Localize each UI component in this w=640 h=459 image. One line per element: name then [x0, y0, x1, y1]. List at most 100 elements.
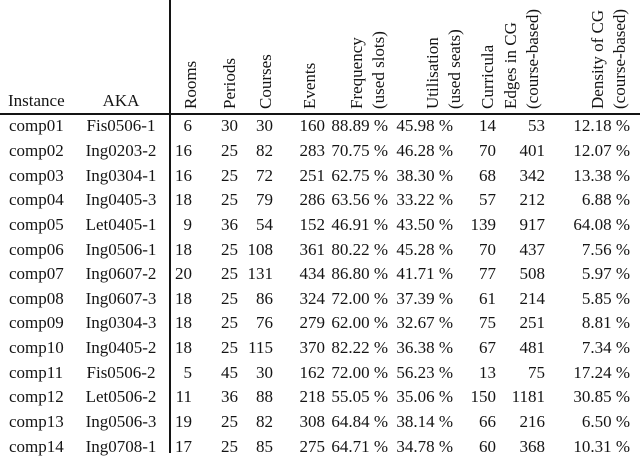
cell-frequency: 86.80 % [331, 264, 388, 284]
cell-aka: Ing0304-1 [85, 165, 157, 185]
col-header-line: Edges in CG [501, 22, 520, 109]
table-row: comp09 Ing0304-3 18 25 76 279 62.00 % 32… [0, 311, 640, 336]
cell-edges: 508 [519, 264, 546, 284]
cell-events: 152 [299, 214, 326, 234]
cell-periods: 30 [221, 116, 238, 136]
cell-edges: 342 [519, 165, 546, 185]
cell-edges: 481 [519, 338, 546, 358]
cell-instance: comp02 [9, 140, 64, 160]
cell-frequency: 55.05 % [331, 387, 388, 407]
table-row: comp01 Fis0506-1 6 30 30 160 88.89 % 45.… [0, 114, 640, 139]
cell-curricula: 77 [479, 264, 496, 284]
cell-utilisation: 36.38 % [396, 338, 453, 358]
cell-rooms: 18 [175, 190, 192, 210]
cell-events: 283 [299, 140, 326, 160]
cell-rooms: 18 [175, 288, 192, 308]
cell-edges: 251 [519, 313, 546, 333]
cell-rooms: 16 [175, 165, 192, 185]
cell-density: 17.24 % [573, 362, 630, 382]
table-row: comp12 Let0506-2 11 36 88 218 55.05 % 35… [0, 385, 640, 410]
cell-aka: Ing0506-3 [85, 412, 157, 432]
col-header-periods: Periods [219, 58, 241, 109]
cell-periods: 25 [221, 264, 238, 284]
cell-curricula: 70 [479, 239, 496, 259]
cell-periods: 25 [221, 140, 238, 160]
cell-utilisation: 34.78 % [396, 436, 453, 456]
cell-density: 5.85 % [581, 288, 630, 308]
cell-aka: Ing0708-1 [85, 436, 157, 456]
cell-edges: 401 [519, 140, 546, 160]
cell-events: 434 [299, 264, 326, 284]
cell-edges: 917 [519, 214, 546, 234]
cell-aka: Let0405-1 [85, 214, 157, 234]
cell-aka: Fis0506-1 [86, 116, 156, 136]
table-row: comp10 Ing0405-2 18 25 115 370 82.22 % 3… [0, 336, 640, 361]
cell-density: 12.07 % [573, 140, 630, 160]
cell-edges: 212 [519, 190, 546, 210]
cell-edges: 75 [528, 362, 545, 382]
col-header-line: (used seats) [445, 29, 464, 109]
cell-aka: Ing0203-2 [85, 140, 157, 160]
cell-aka: Ing0405-2 [85, 338, 157, 358]
cell-utilisation: 38.14 % [396, 412, 453, 432]
cell-events: 162 [299, 362, 326, 382]
col-header-line: Density of CG [588, 9, 607, 109]
col-header-frequency: Frequency (used slots) [346, 31, 390, 109]
cell-instance: comp07 [9, 264, 64, 284]
table-row: comp06 Ing0506-1 18 25 108 361 80.22 % 4… [0, 237, 640, 262]
cell-periods: 25 [221, 165, 238, 185]
cell-events: 361 [299, 239, 326, 259]
table-row: comp04 Ing0405-3 18 25 79 286 63.56 % 33… [0, 188, 640, 213]
cell-periods: 25 [221, 239, 238, 259]
cell-courses: 76 [256, 313, 273, 333]
col-header-utilisation: Utilisation (used seats) [422, 29, 466, 109]
col-header-line: Periods [220, 58, 239, 109]
cell-courses: 72 [256, 165, 273, 185]
cell-periods: 25 [221, 288, 238, 308]
cell-rooms: 9 [183, 214, 193, 234]
cell-curricula: 14 [479, 116, 496, 136]
cell-instance: comp06 [9, 239, 64, 259]
cell-frequency: 64.71 % [331, 436, 388, 456]
cell-frequency: 46.91 % [331, 214, 388, 234]
cell-frequency: 70.75 % [331, 140, 388, 160]
cell-courses: 85 [256, 436, 273, 456]
cell-density: 64.08 % [573, 214, 630, 234]
cell-rooms: 6 [183, 116, 193, 136]
cell-aka: Ing0607-3 [85, 288, 157, 308]
cell-periods: 25 [221, 190, 238, 210]
cell-utilisation: 32.67 % [396, 313, 453, 333]
cell-events: 308 [299, 412, 326, 432]
col-header-line: Utilisation [423, 37, 442, 109]
cell-rooms: 18 [175, 338, 192, 358]
cell-curricula: 68 [479, 165, 496, 185]
col-header-instance: Instance [8, 91, 65, 110]
cell-periods: 25 [221, 436, 238, 456]
col-header-rooms: Rooms [180, 61, 202, 109]
cell-edges: 216 [519, 412, 546, 432]
cell-frequency: 82.22 % [331, 338, 388, 358]
cell-density: 6.88 % [581, 190, 630, 210]
cell-rooms: 18 [175, 313, 192, 333]
cell-utilisation: 41.71 % [396, 264, 453, 284]
cell-periods: 36 [221, 214, 238, 234]
cell-curricula: 75 [479, 313, 496, 333]
table-row: comp14 Ing0708-1 17 25 85 275 64.71 % 34… [0, 434, 640, 459]
col-header-line: (course-based) [523, 8, 542, 109]
cell-courses: 82 [256, 140, 273, 160]
cell-aka: Ing0304-3 [85, 313, 157, 333]
col-header-line: Curricula [478, 44, 497, 109]
table-header: Instance AKA Rooms Periods Courses Events Fr… [0, 0, 640, 113]
col-header-aka: AKA [102, 91, 140, 110]
cell-instance: comp08 [9, 288, 64, 308]
cell-density: 8.81 % [581, 313, 630, 333]
cell-courses: 88 [256, 387, 273, 407]
cell-edges: 437 [519, 239, 546, 259]
cell-courses: 30 [256, 362, 273, 382]
cell-frequency: 62.00 % [331, 313, 388, 333]
cell-instance: comp04 [9, 190, 64, 210]
cell-density: 30.85 % [573, 387, 630, 407]
header-rule-line [0, 113, 640, 115]
cell-rooms: 18 [175, 239, 192, 259]
